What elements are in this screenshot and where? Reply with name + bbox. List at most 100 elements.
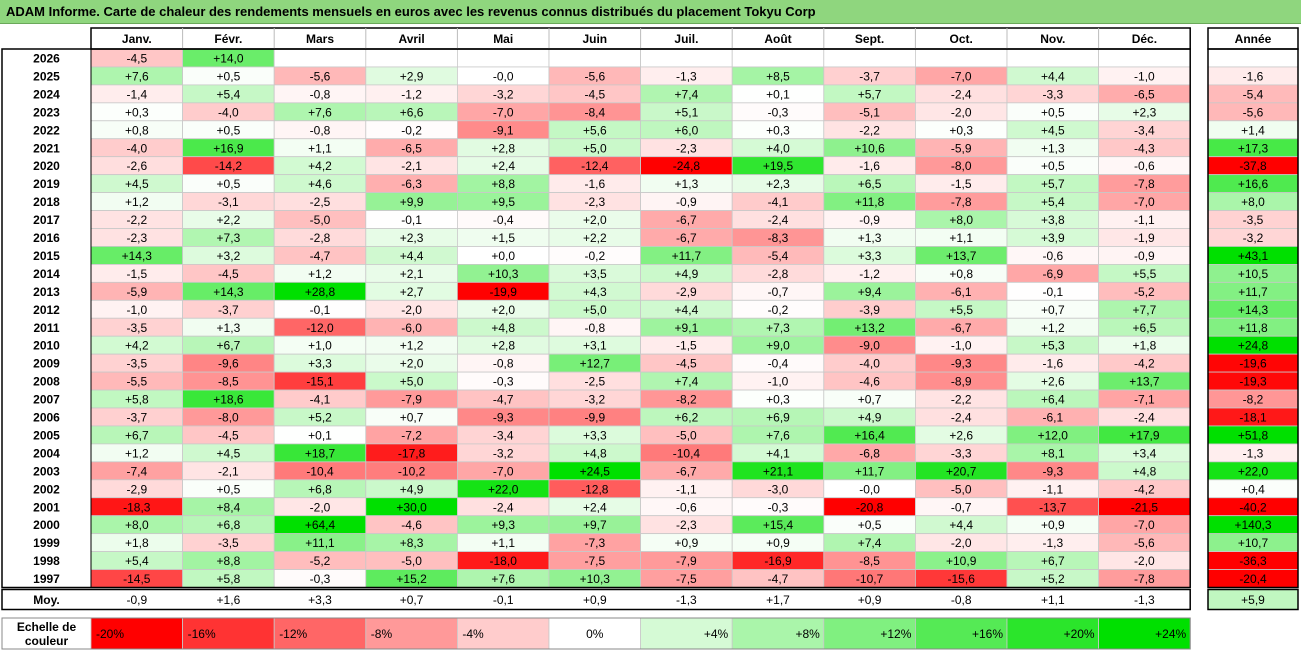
cell-value-label: +5,4 (217, 87, 241, 101)
cell-value-label: +5,0 (583, 141, 607, 155)
cell-value-label: -8,4 (584, 105, 605, 119)
cell-value-label: -5,0 (676, 428, 697, 442)
cell-value-label: +1,3 (858, 231, 882, 245)
heatmap-cell (1006, 48, 1099, 68)
cell-value-label: +16,9 (213, 141, 244, 155)
annual-value-label: -40,2 (1239, 500, 1267, 514)
cell-value-label: -5,0 (951, 482, 972, 496)
cell-value-label: -0,0 (493, 69, 514, 83)
cell-value-label: +7,3 (217, 231, 241, 245)
cell-value-label: +5,1 (675, 105, 699, 119)
cell-value-label: -2,4 (951, 411, 972, 425)
cell-value-label: +3,2 (217, 249, 241, 263)
cell-value-label: -1,0 (768, 375, 789, 389)
cell-value-label: -4,0 (126, 141, 147, 155)
scale-swatch (640, 617, 733, 650)
average-value-label: +1,7 (766, 593, 790, 607)
cell-value-label: +0,9 (675, 536, 699, 550)
average-annual-label: +5,9 (1241, 593, 1265, 607)
cell-value-label: +7,4 (675, 87, 699, 101)
heatmap-cell (273, 48, 367, 68)
cell-value-label: -1,0 (951, 339, 972, 353)
cell-value-label: -9,0 (859, 339, 880, 353)
scale-swatch (548, 617, 641, 650)
cell-value-label: -4,2 (1134, 357, 1155, 371)
cell-value-label: +0,3 (125, 105, 149, 119)
cell-value-label: +3,1 (583, 339, 607, 353)
cell-value-label: +14,0 (213, 52, 244, 66)
cell-value-label: -4,0 (859, 357, 880, 371)
cell-value-label: -0,2 (584, 249, 605, 263)
heatmap-cell (731, 48, 825, 68)
cell-value-label: -3,3 (1042, 87, 1063, 101)
cell-value-label: +5,3 (1041, 339, 1065, 353)
cell-value-label: -24,8 (673, 159, 701, 173)
cell-value-label: -1,1 (1134, 213, 1155, 227)
cell-value-label: -3,4 (493, 428, 514, 442)
cell-value-label: +6,0 (675, 123, 699, 137)
row-year-label: 2010 (33, 339, 60, 353)
heatmap-cell (640, 48, 733, 68)
cell-value-label: -2,4 (493, 500, 514, 514)
cell-value-label: +1,3 (1041, 141, 1065, 155)
cell-value-label: +6,5 (858, 177, 882, 191)
cell-value-label: +7,4 (675, 375, 699, 389)
annual-value-label: -5,6 (1243, 105, 1264, 119)
annual-value-label: +8,0 (1241, 195, 1265, 209)
cell-value-label: -12,4 (581, 159, 609, 173)
cell-value-label: +2,3 (766, 177, 790, 191)
cell-value-label: -7,8 (951, 195, 972, 209)
cell-value-label: -0,6 (676, 500, 697, 514)
cell-value-label: -1,6 (859, 159, 880, 173)
cell-value-label: -2,0 (401, 303, 422, 317)
cell-value-label: +4,0 (766, 141, 790, 155)
cell-value-label: +14,3 (213, 285, 244, 299)
cell-value-label: -4,0 (218, 105, 239, 119)
cell-value-label: -2,4 (1134, 411, 1155, 425)
heatmap-cell (548, 48, 641, 68)
cell-value-label: -3,7 (859, 69, 880, 83)
average-value-label: -1,3 (676, 593, 697, 607)
average-row-frame (1, 588, 1191, 611)
cell-value-label: -9,1 (493, 123, 514, 137)
cell-value-label: +0,5 (217, 69, 241, 83)
cell-value-label: +1,0 (308, 339, 332, 353)
cell-value-label: +2,8 (491, 339, 515, 353)
cell-value-label: -7,9 (676, 554, 697, 568)
cell-value-label: +0,7 (400, 411, 424, 425)
cell-value-label: +5,5 (1133, 267, 1157, 281)
scale-value-label: +16% (972, 627, 1003, 641)
cell-value-label: +6,7 (125, 428, 149, 442)
cell-value-label: +4,5 (1041, 123, 1065, 137)
cell-value-label: +1,8 (1133, 339, 1157, 353)
cell-value-label: +28,8 (305, 285, 336, 299)
cell-value-label: -5,9 (126, 285, 147, 299)
cell-value-label: -0,9 (859, 213, 880, 227)
cell-value-label: -2,3 (126, 231, 147, 245)
cell-value-label: -14,2 (215, 159, 243, 173)
cell-value-label: -5,6 (584, 69, 605, 83)
cell-value-label: -0,1 (401, 213, 422, 227)
cell-value-label: -4,1 (768, 195, 789, 209)
cell-value-label: +8,0 (949, 213, 973, 227)
cell-value-label: -0,3 (493, 375, 514, 389)
cell-value-label: +16,4 (854, 428, 885, 442)
cell-value-label: -7,8 (1134, 572, 1155, 586)
cell-value-label: -8,0 (218, 411, 239, 425)
cell-value-label: -2,9 (676, 285, 697, 299)
cell-value-label: -0,9 (676, 195, 697, 209)
average-value-label: +3,3 (308, 593, 332, 607)
cell-value-label: +14,3 (122, 249, 153, 263)
cell-value-label: +4,5 (217, 446, 241, 460)
cell-value-label: -1,0 (1134, 69, 1155, 83)
cell-value-label: -3,3 (951, 446, 972, 460)
cell-value-label: +6,6 (400, 105, 424, 119)
annual-value-label: +43,1 (1238, 249, 1269, 263)
cell-value-label: +1,2 (1041, 321, 1065, 335)
heatmap-cell (1098, 48, 1191, 68)
cell-value-label: +17,9 (1129, 428, 1160, 442)
scale-swatch (365, 617, 458, 650)
cell-value-label: -6,7 (676, 231, 697, 245)
cell-value-label: -2,2 (859, 123, 880, 137)
